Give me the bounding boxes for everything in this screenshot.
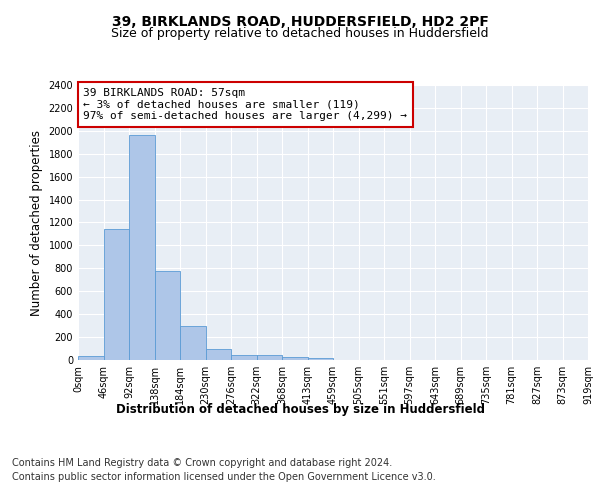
Text: Contains HM Land Registry data © Crown copyright and database right 2024.: Contains HM Land Registry data © Crown c… xyxy=(12,458,392,468)
Bar xyxy=(78,356,104,360)
Y-axis label: Number of detached properties: Number of detached properties xyxy=(30,130,43,316)
Text: Contains public sector information licensed under the Open Government Licence v3: Contains public sector information licen… xyxy=(12,472,436,482)
Text: 39 BIRKLANDS ROAD: 57sqm
← 3% of detached houses are smaller (119)
97% of semi-d: 39 BIRKLANDS ROAD: 57sqm ← 3% of detache… xyxy=(83,88,407,121)
Bar xyxy=(104,230,129,360)
Bar xyxy=(205,348,231,360)
Text: Distribution of detached houses by size in Huddersfield: Distribution of detached houses by size … xyxy=(115,402,485,415)
Text: Size of property relative to detached houses in Huddersfield: Size of property relative to detached ho… xyxy=(111,28,489,40)
Bar xyxy=(308,358,333,360)
Bar xyxy=(155,271,180,360)
Bar xyxy=(129,136,155,360)
Bar xyxy=(231,354,257,360)
Bar xyxy=(257,355,282,360)
Text: 39, BIRKLANDS ROAD, HUDDERSFIELD, HD2 2PF: 39, BIRKLANDS ROAD, HUDDERSFIELD, HD2 2P… xyxy=(112,15,488,29)
Bar xyxy=(180,326,205,360)
Bar xyxy=(282,356,308,360)
